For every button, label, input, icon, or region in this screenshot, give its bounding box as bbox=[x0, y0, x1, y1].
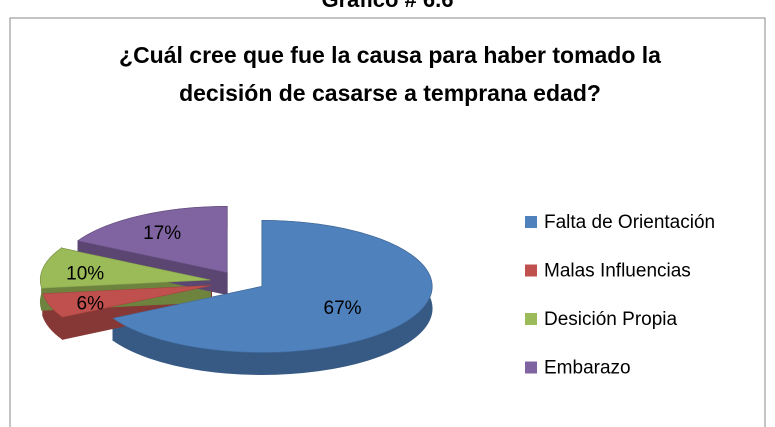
slice bbox=[42, 285, 212, 318]
heading: Gráfico # 6.6 bbox=[0, 0, 775, 13]
chart-title: ¿Cuál cree que fue la causa para haber t… bbox=[119, 42, 661, 106]
chart-frame bbox=[9, 17, 766, 427]
legend-swatch bbox=[525, 216, 537, 228]
legend-swatch bbox=[525, 264, 537, 277]
legend-label: Malas Influencias bbox=[544, 261, 691, 282]
legend-label: Falta de Orientación bbox=[544, 212, 715, 233]
data-label: 67% bbox=[324, 298, 362, 319]
legend-swatch bbox=[525, 361, 537, 374]
slice bbox=[40, 247, 211, 289]
legend-label: Desición Propia bbox=[544, 309, 677, 330]
legend-label: Embarazo bbox=[544, 358, 631, 379]
slice bbox=[77, 206, 228, 273]
data-label: 17% bbox=[143, 223, 181, 244]
legend-swatch bbox=[525, 313, 537, 325]
data-label: 10% bbox=[66, 264, 104, 285]
slice bbox=[112, 220, 433, 353]
data-label: 6% bbox=[77, 294, 105, 315]
